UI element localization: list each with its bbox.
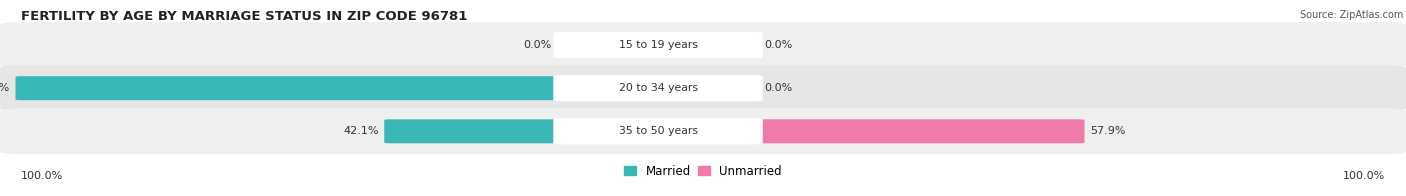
Text: 57.9%: 57.9% (1090, 126, 1126, 136)
Text: 0.0%: 0.0% (765, 83, 793, 93)
Text: 100.0%: 100.0% (0, 83, 10, 93)
FancyBboxPatch shape (384, 119, 664, 143)
Text: 20 to 34 years: 20 to 34 years (619, 83, 697, 93)
FancyBboxPatch shape (652, 119, 1084, 143)
Text: FERTILITY BY AGE BY MARRIAGE STATUS IN ZIP CODE 96781: FERTILITY BY AGE BY MARRIAGE STATUS IN Z… (21, 10, 467, 23)
FancyBboxPatch shape (15, 76, 664, 100)
Text: 100.0%: 100.0% (21, 171, 63, 181)
FancyBboxPatch shape (0, 65, 1406, 111)
FancyBboxPatch shape (652, 33, 689, 57)
FancyBboxPatch shape (0, 108, 1406, 154)
Text: 100.0%: 100.0% (1343, 171, 1385, 181)
FancyBboxPatch shape (554, 32, 762, 58)
Text: 0.0%: 0.0% (765, 40, 793, 50)
FancyBboxPatch shape (554, 118, 762, 144)
Legend: Married, Unmarried: Married, Unmarried (620, 160, 786, 182)
FancyBboxPatch shape (652, 76, 689, 100)
Text: 42.1%: 42.1% (343, 126, 378, 136)
FancyBboxPatch shape (627, 33, 664, 57)
Text: 35 to 50 years: 35 to 50 years (619, 126, 697, 136)
FancyBboxPatch shape (554, 75, 762, 101)
Text: 15 to 19 years: 15 to 19 years (619, 40, 697, 50)
Text: 0.0%: 0.0% (523, 40, 551, 50)
Text: Source: ZipAtlas.com: Source: ZipAtlas.com (1299, 10, 1403, 20)
FancyBboxPatch shape (0, 22, 1406, 68)
